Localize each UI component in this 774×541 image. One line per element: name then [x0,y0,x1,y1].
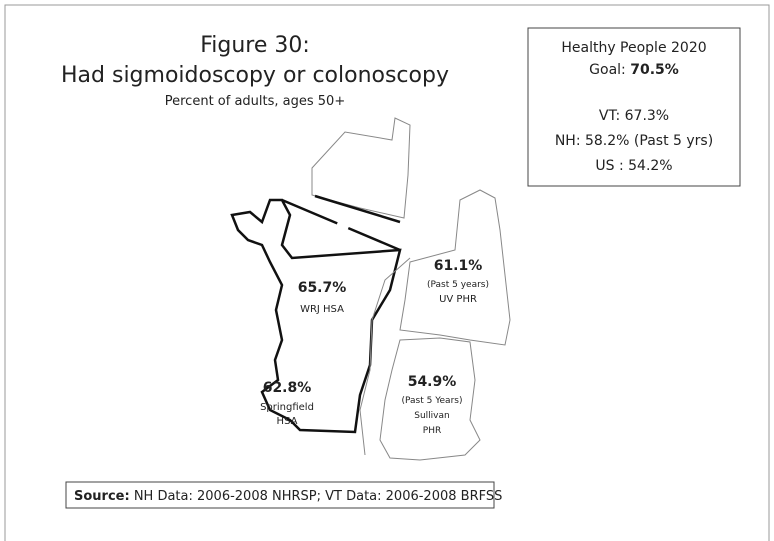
region-name: UV PHR [439,294,477,305]
region-value: 61.1% [434,258,483,274]
goal-box [527,27,741,187]
goal-us: US : 54.2% [595,158,672,174]
source-label: Source: [74,489,130,504]
source: Source: NH Data: 2006-2008 NHRSP; VT Dat… [74,489,502,504]
uv-region [399,189,511,346]
title-line2: Had sigmoidoscopy or colonoscopy [61,63,449,88]
region-name: Sullivan [414,411,449,421]
north-border [314,194,401,224]
source-box [65,481,495,509]
region-value: 54.9% [408,374,457,390]
region-note: (Past 5 years) [427,280,489,290]
goal-label: Goal: [589,62,626,78]
title-line1: Figure 30: [200,33,310,58]
goal-line: Goal: 70.5% [589,62,679,78]
sullivan-region [379,337,481,461]
region-value: 62.8% [263,380,312,396]
region-value: 65.7% [298,280,347,296]
region-name: PHR [423,426,441,436]
goal-heading: Healthy People 2020 [561,40,706,56]
goal-vt: VT: 67.3% [599,108,669,124]
river [359,257,411,456]
vt-hsa-regions [230,198,402,434]
river-border [281,198,401,252]
region-name: HSA [277,416,298,427]
region-note: (Past 5 Years) [402,396,463,406]
source-text: NH Data: 2006-2008 NHRSP; VT Data: 2006-… [134,489,503,504]
frame [4,4,770,541]
region-name: WRJ HSA [300,304,344,315]
goal-nh: NH: 58.2% (Past 5 yrs) [555,133,713,149]
region-name: Springfield [260,402,314,413]
subtitle: Percent of adults, ages 50+ [165,94,345,109]
north-region [311,117,411,219]
goal-value: 70.5% [630,62,679,78]
